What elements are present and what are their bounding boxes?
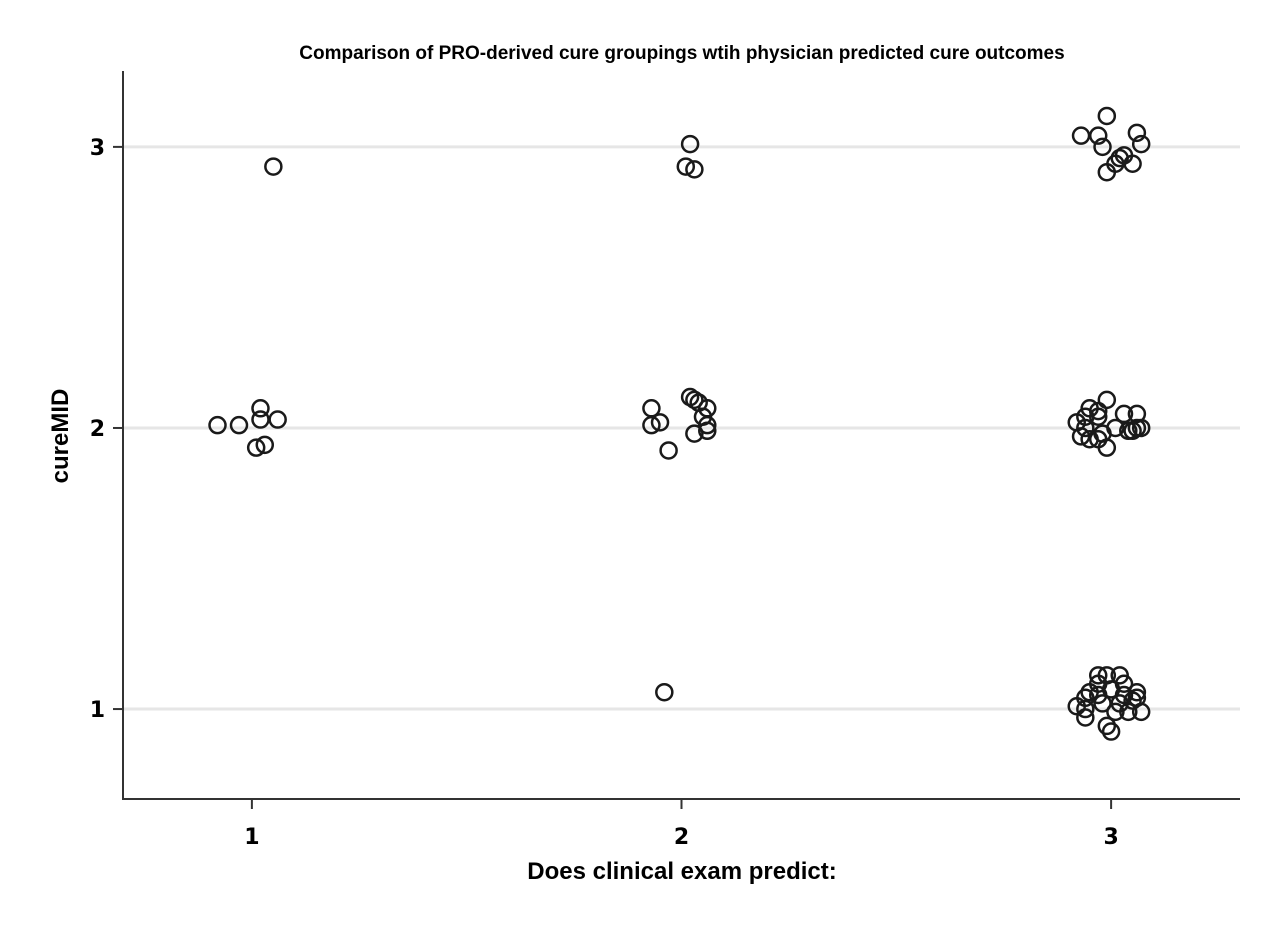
y-tick-label: 2 (90, 417, 105, 442)
data-point (1119, 702, 1138, 722)
data-point (650, 413, 670, 432)
data-point (264, 157, 283, 176)
data-point (659, 441, 678, 460)
data-point (1123, 154, 1142, 174)
data-point (1088, 126, 1108, 145)
y-axis-label: cureMID (47, 389, 74, 484)
data-point (246, 438, 266, 457)
data-point (698, 415, 717, 435)
data-point (251, 399, 270, 418)
data-point (1097, 390, 1117, 410)
data-point (1131, 134, 1151, 154)
data-point (1088, 666, 1108, 685)
data-point (208, 415, 227, 435)
data-points (208, 106, 1151, 741)
data-point (1071, 126, 1091, 145)
data-point (680, 134, 700, 154)
y-tick-label: 3 (90, 136, 105, 161)
x-tick-label: 2 (674, 825, 689, 850)
data-point (255, 435, 275, 455)
data-point (1080, 682, 1099, 702)
data-point (676, 157, 696, 176)
chart-title: Comparison of PRO-derived cure groupings… (299, 43, 1064, 64)
data-point (229, 415, 249, 435)
data-point (1114, 404, 1134, 424)
data-point (1093, 137, 1112, 157)
data-point (1097, 438, 1117, 457)
data-point (685, 160, 704, 179)
data-point (1101, 722, 1121, 741)
data-point (1097, 162, 1117, 182)
data-point (1088, 407, 1108, 426)
data-point (1123, 421, 1142, 441)
data-point (685, 424, 704, 443)
data-point (1131, 418, 1151, 438)
data-point (655, 682, 674, 702)
data-point (1076, 708, 1095, 727)
x-tick-label: 1 (244, 825, 259, 850)
data-point (1076, 699, 1095, 719)
data-point (1131, 702, 1151, 722)
data-point (1071, 427, 1091, 446)
ticks: 1 2 3 1 2 3 (90, 136, 1119, 850)
data-point (251, 410, 270, 429)
data-point (698, 421, 717, 441)
data-point (685, 390, 704, 410)
data-point (642, 415, 661, 435)
data-point (1097, 716, 1117, 736)
data-point (1127, 123, 1147, 143)
data-point (1097, 106, 1117, 126)
y-tick-label: 1 (90, 698, 105, 723)
data-point (1106, 702, 1125, 722)
x-tick-label: 3 (1103, 825, 1118, 850)
data-point (268, 410, 287, 429)
x-axis-label: Does clinical exam predict: (527, 858, 836, 885)
